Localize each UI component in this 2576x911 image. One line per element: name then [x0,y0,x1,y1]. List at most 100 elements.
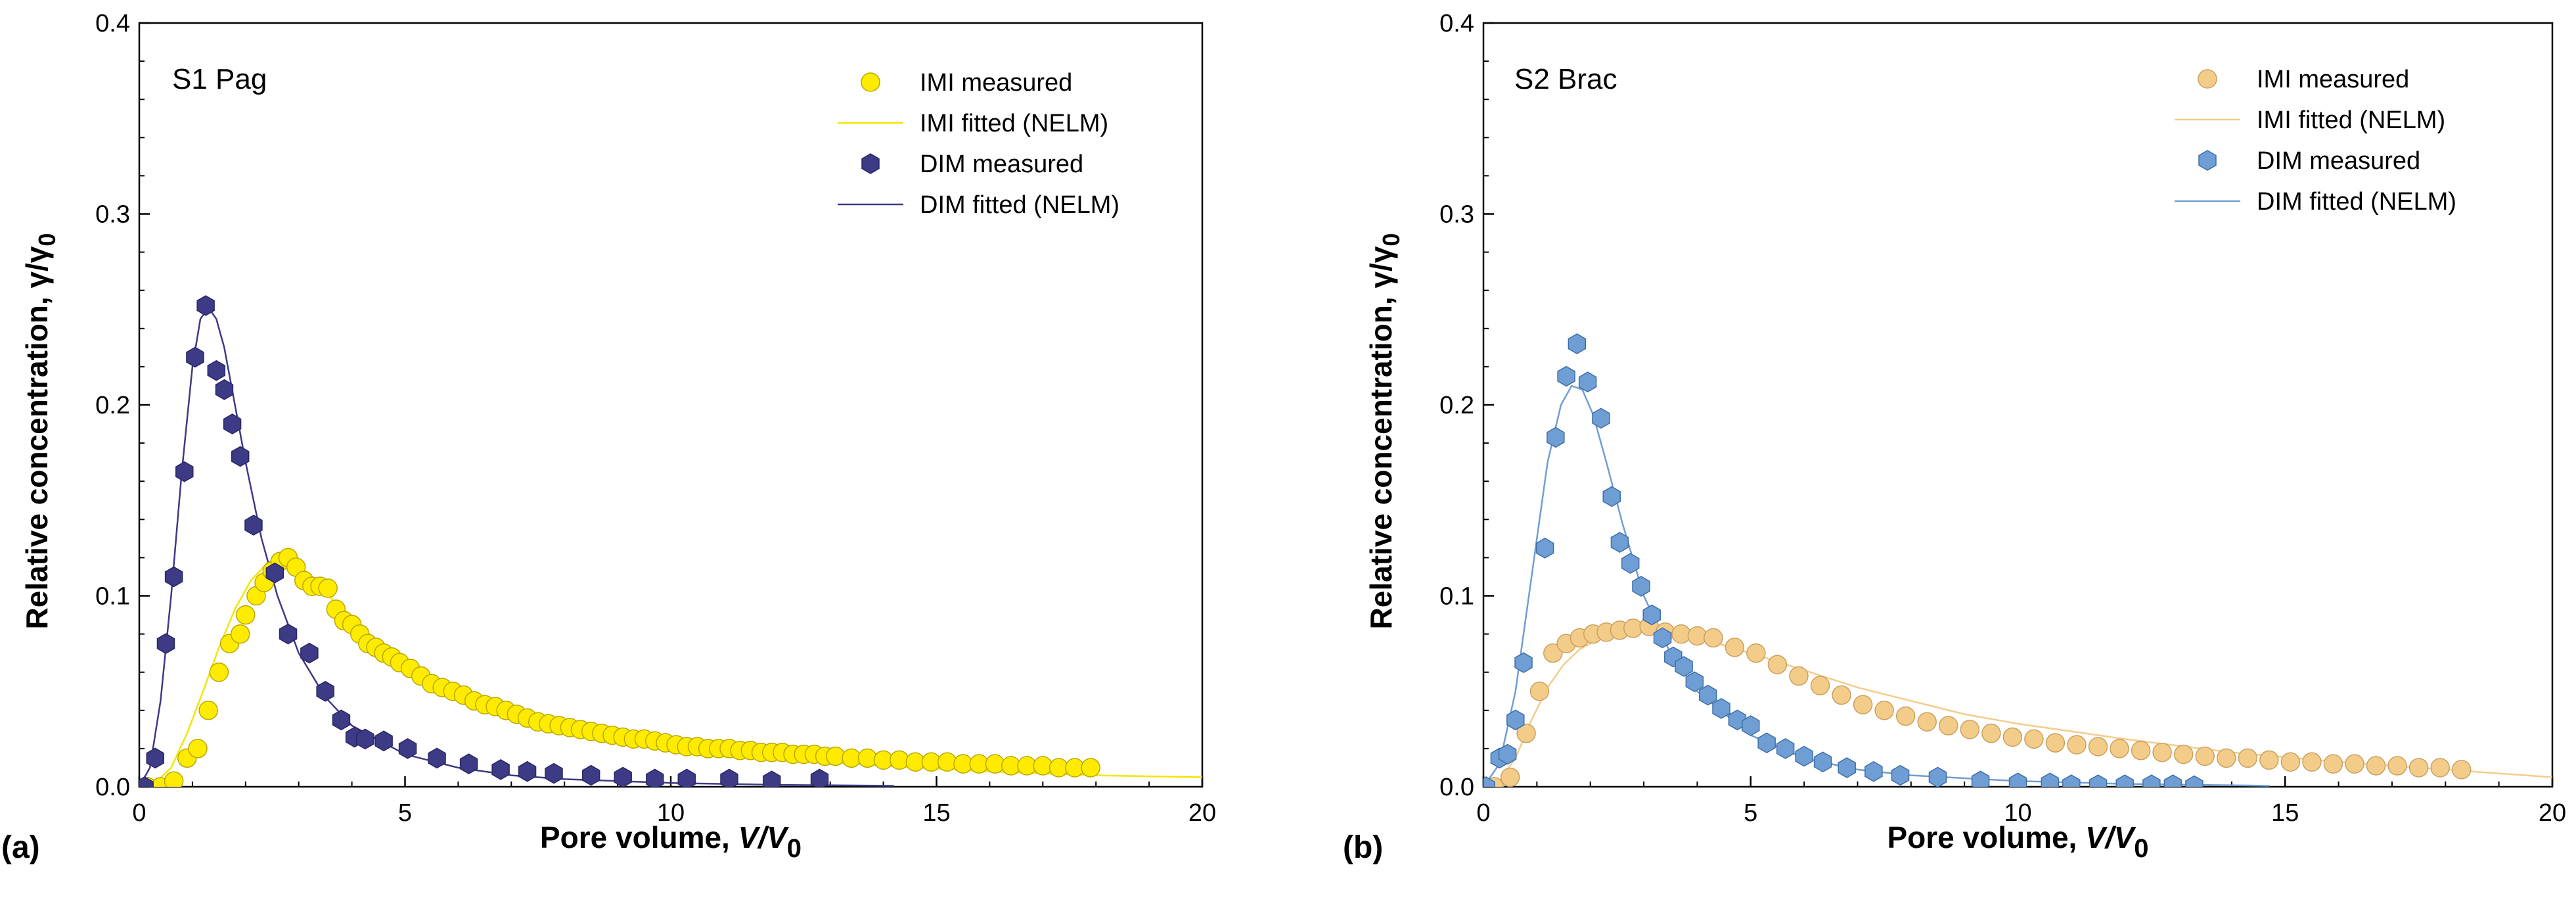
data-point [2008,772,2027,787]
y-axis-title: Relative concentration, γ/γ0 [1364,233,1405,630]
data-point [146,747,165,769]
data-point [1529,682,1550,701]
data-point [1789,666,1809,686]
data-point [1838,757,1856,778]
data-point [215,379,234,400]
series-imi-measured [139,548,1100,787]
data-point [2089,774,2108,787]
data-point [857,748,878,768]
data-point [207,360,226,381]
data-point [244,515,263,536]
panel-title: S2 Brac [1514,63,1617,95]
data-point [2041,772,2060,787]
x-tick-label: 10 [657,799,685,827]
data-point [1687,626,1707,646]
data-point [1610,532,1629,553]
data-point [826,746,846,766]
legend-label: DIM measured [920,151,1083,178]
data-point [1725,638,1745,657]
data-point [1592,408,1610,429]
data-point [2195,746,2215,766]
data-point [1578,371,1597,393]
legend-label: DIM fitted (NELM) [920,191,1119,219]
data-point [1500,767,1520,787]
data-point [2366,756,2386,776]
data-point [164,771,184,787]
data-point [1971,770,1990,787]
y-tick-label: 0.2 [1439,392,1474,419]
series-dim-measured [1483,333,2203,787]
data-point [677,768,696,787]
plot-area [139,295,1202,787]
data-point [645,768,664,787]
panel-title: S1 Pag [172,63,267,95]
legend-label: IMI fitted (NELM) [920,110,1108,137]
x-axis-title-text: Pore volume, [1887,820,2085,854]
data-point [2451,760,2472,780]
data-point [890,750,909,770]
data-point [198,701,218,720]
data-point [2152,742,2172,762]
data-point [374,730,393,752]
data-point [2302,752,2322,772]
legend-label: DIM fitted (NELM) [2257,188,2456,216]
data-point [428,747,446,769]
y-axis-title: Relative concentration, γ/γ0 [20,233,60,630]
legend-label: DIM measured [2257,147,2420,175]
data-point [356,728,374,750]
data-point [1767,655,1788,674]
data-point [545,762,563,784]
data-point [1642,604,1661,626]
data-point [318,578,338,598]
x-axis-title-text: Pore volume, [540,820,738,854]
x-tick-label: 10 [2004,799,2031,827]
plot-frame [1482,22,2554,788]
data-point [1891,764,1910,786]
data-point [279,623,298,645]
x-tick-label: 20 [1188,799,1216,827]
data-point [1671,624,1691,644]
data-point [1557,365,1575,387]
data-point [1746,643,1766,663]
x-axis-title-variable: V/V [738,820,789,854]
data-point [139,776,154,787]
legend-marker [2198,150,2217,171]
data-point [1813,751,1832,773]
x-axis-title-variable: V/V [2085,820,2136,854]
data-point [491,759,510,780]
data-point [614,766,632,787]
data-point [1795,745,1813,767]
plot-frame [138,22,1204,788]
data-point [1895,706,1916,726]
data-point [1917,712,1937,732]
data-point [2115,774,2134,787]
data-point [1483,776,1495,787]
data-point [2163,774,2182,787]
x-axis-title: Pore volume, V/V0 [540,820,802,863]
series-imi-measured [1484,617,2472,787]
legend-marker [861,153,880,174]
x-tick-label: 5 [1744,799,1757,827]
data-point [2024,729,2044,749]
data-point [300,642,319,664]
data-point [164,566,183,588]
data-point [2142,774,2161,787]
data-point [810,768,829,787]
data-point [1675,656,1693,677]
data-point [2067,735,2087,755]
y-axis-title-subscript: 0 [1378,233,1405,246]
data-point [1602,486,1621,507]
data-point [1506,709,1525,731]
y-axis-title-text: Relative concentration, γ/γ [20,246,54,629]
y-axis-title-text: Relative concentration, γ/γ [1364,246,1398,629]
fitted-line-dim-fitted-nelm- [1483,385,2269,787]
data-point [1568,333,1587,354]
x-tick-label: 0 [132,799,146,827]
data-point [985,754,1005,774]
y-tick-label: 0.4 [95,10,130,37]
data-point [188,739,208,759]
legend-label: IMI fitted (NELM) [2257,106,2445,134]
x-tick-label: 5 [398,799,412,827]
